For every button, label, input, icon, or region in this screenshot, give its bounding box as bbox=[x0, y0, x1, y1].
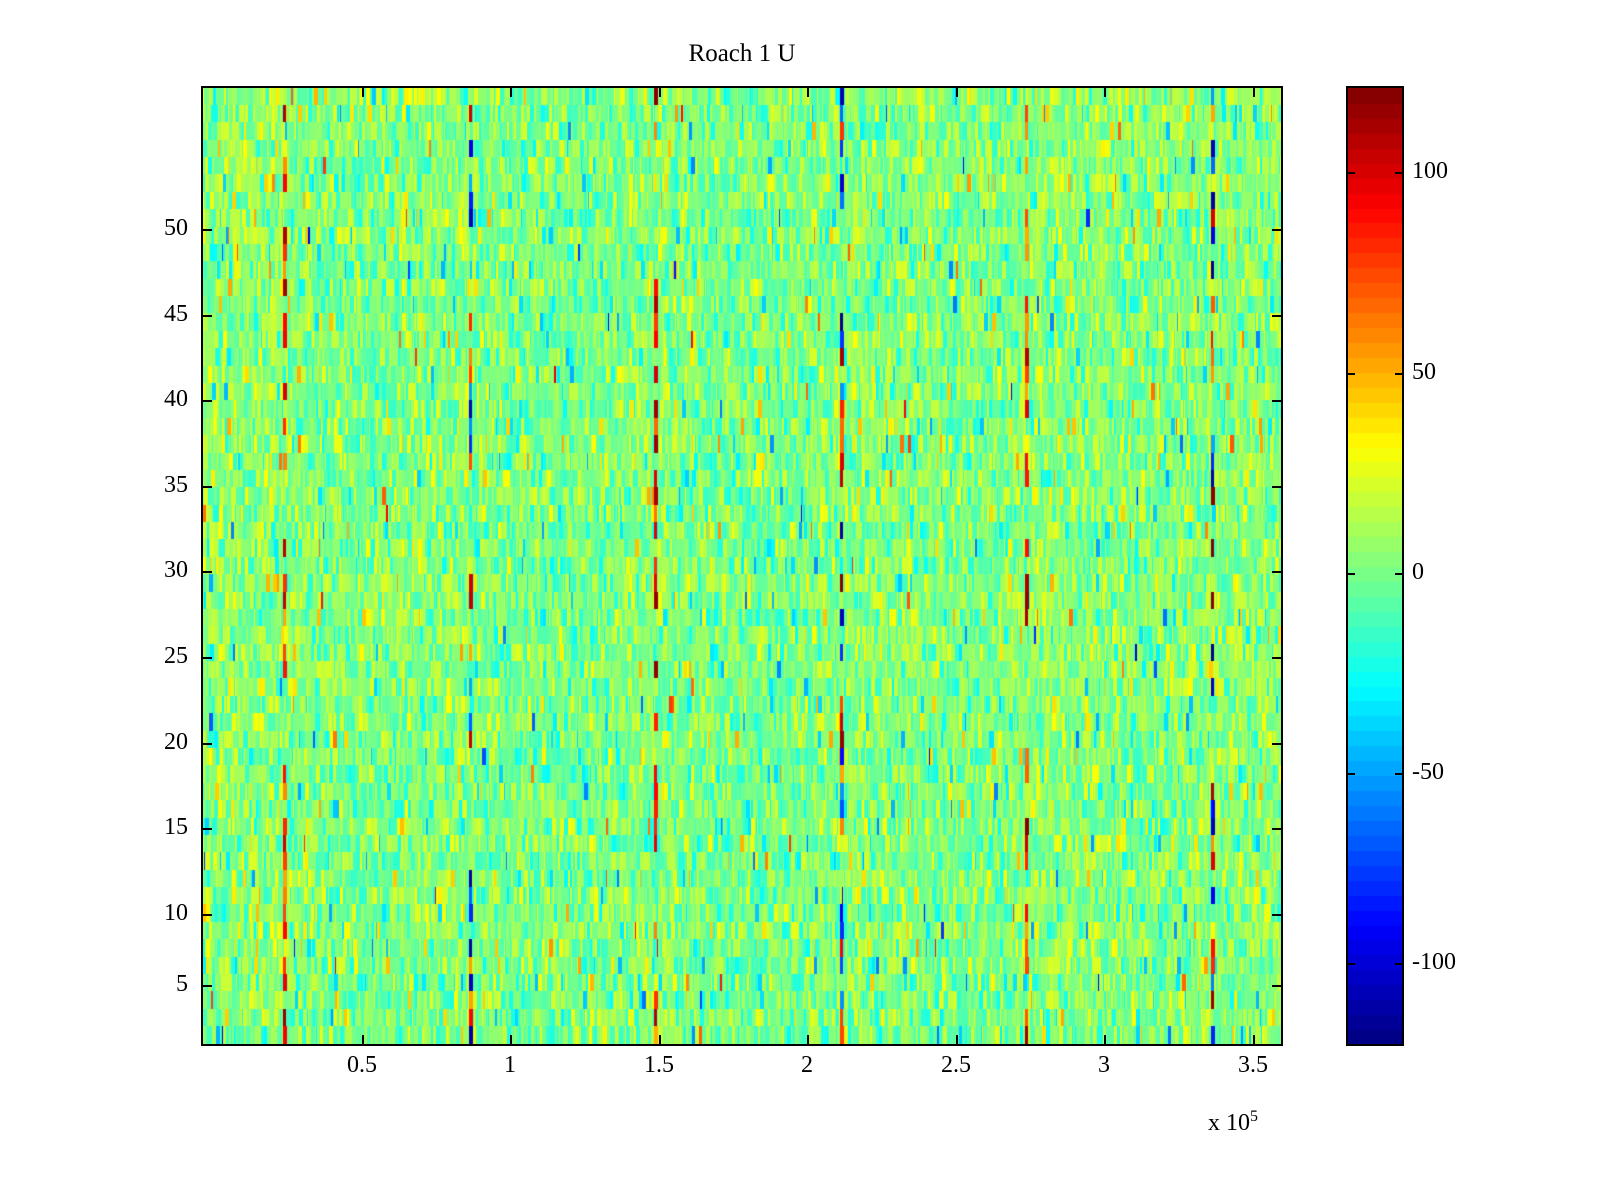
x-axis-tick-mark bbox=[1104, 1035, 1106, 1046]
y-axis-tick-mark-right bbox=[1272, 486, 1283, 488]
x-axis-exponent-label: x 105 bbox=[1208, 1104, 1258, 1136]
colorbar-tick-mark bbox=[1346, 773, 1355, 775]
x-axis-tick-mark-top bbox=[362, 86, 364, 97]
colorbar-tick-label: -50 bbox=[1412, 759, 1444, 785]
colorbar-tick-label: 100 bbox=[1412, 158, 1448, 184]
x-axis-tick-mark-top bbox=[659, 86, 661, 97]
y-axis-tick-label: 50 bbox=[164, 215, 188, 241]
x-axis-tick-mark-top bbox=[1104, 86, 1106, 97]
y-axis-tick-mark-right bbox=[1272, 400, 1283, 402]
colorbar-tick-mark bbox=[1346, 373, 1355, 375]
colorbar-tick-mark bbox=[1346, 172, 1355, 174]
colorbar-gradient bbox=[1348, 88, 1402, 1044]
y-axis-tick-label: 5 bbox=[176, 971, 188, 997]
y-axis-tick-mark bbox=[201, 486, 212, 488]
x-axis-tick-mark bbox=[362, 1035, 364, 1046]
x-axis-tick-mark bbox=[807, 1035, 809, 1046]
y-axis-tick-label: 30 bbox=[164, 557, 188, 583]
y-axis-tick-mark bbox=[201, 985, 212, 987]
y-axis-tick-mark bbox=[201, 315, 212, 317]
x-axis-tick-label: 3 bbox=[1098, 1052, 1110, 1078]
colorbar[interactable] bbox=[1346, 86, 1404, 1046]
y-axis-tick-mark bbox=[201, 571, 212, 573]
y-axis-tick-mark bbox=[201, 400, 212, 402]
x-axis-exponent-power: 5 bbox=[1250, 1108, 1258, 1125]
colorbar-tick-mark bbox=[1346, 963, 1355, 965]
colorbar-tick-label: -100 bbox=[1412, 949, 1456, 975]
x-axis-exponent-base: x 10 bbox=[1208, 1110, 1250, 1136]
x-axis-tick-mark-top bbox=[807, 86, 809, 97]
x-axis-tick-label: 3.5 bbox=[1238, 1052, 1268, 1078]
colorbar-tick-label: 50 bbox=[1412, 359, 1436, 385]
x-axis-tick-mark bbox=[659, 1035, 661, 1046]
x-axis-tick-label: 1.5 bbox=[644, 1052, 674, 1078]
x-axis-tick-mark-top bbox=[510, 86, 512, 97]
heatmap-image bbox=[203, 88, 1281, 1044]
x-axis-tick-label: 0.5 bbox=[347, 1052, 377, 1078]
y-axis-tick-label: 45 bbox=[164, 301, 188, 327]
x-axis-tick-label: 2 bbox=[801, 1052, 813, 1078]
x-axis-tick-mark bbox=[1253, 1035, 1255, 1046]
colorbar-tick-mark bbox=[1346, 573, 1355, 575]
y-axis-tick-label: 20 bbox=[164, 729, 188, 755]
colorbar-tick-mark-right bbox=[1395, 963, 1404, 965]
x-axis-tick-mark bbox=[956, 1035, 958, 1046]
colorbar-tick-mark-right bbox=[1395, 373, 1404, 375]
y-axis-tick-mark-right bbox=[1272, 985, 1283, 987]
x-axis-tick-label: 1 bbox=[504, 1052, 516, 1078]
y-axis-tick-mark bbox=[201, 914, 212, 916]
x-axis-tick-mark-top bbox=[956, 86, 958, 97]
heatmap-axes[interactable] bbox=[201, 86, 1283, 1046]
y-axis-tick-label: 40 bbox=[164, 386, 188, 412]
y-axis-tick-label: 25 bbox=[164, 643, 188, 669]
y-axis-tick-mark-right bbox=[1272, 571, 1283, 573]
y-axis-tick-mark-right bbox=[1272, 315, 1283, 317]
colorbar-tick-mark-right bbox=[1395, 172, 1404, 174]
y-axis-tick-label: 10 bbox=[164, 900, 188, 926]
y-axis-tick-mark bbox=[201, 828, 212, 830]
y-axis-tick-mark-right bbox=[1272, 743, 1283, 745]
y-axis-tick-mark-right bbox=[1272, 914, 1283, 916]
y-axis-tick-label: 15 bbox=[164, 814, 188, 840]
x-axis-tick-mark-top bbox=[1253, 86, 1255, 97]
y-axis-tick-mark bbox=[201, 657, 212, 659]
y-axis-tick-mark bbox=[201, 229, 212, 231]
colorbar-tick-mark-right bbox=[1395, 773, 1404, 775]
y-axis-tick-mark bbox=[201, 743, 212, 745]
colorbar-tick-mark-right bbox=[1395, 573, 1404, 575]
y-axis-tick-mark-right bbox=[1272, 657, 1283, 659]
page-title: Roach 1 U bbox=[688, 40, 796, 67]
y-axis-tick-mark-right bbox=[1272, 828, 1283, 830]
colorbar-tick-label: 0 bbox=[1412, 559, 1424, 585]
x-axis-tick-mark bbox=[510, 1035, 512, 1046]
x-axis-tick-label: 2.5 bbox=[941, 1052, 971, 1078]
y-axis-tick-label: 35 bbox=[164, 472, 188, 498]
y-axis-tick-mark-right bbox=[1272, 229, 1283, 231]
